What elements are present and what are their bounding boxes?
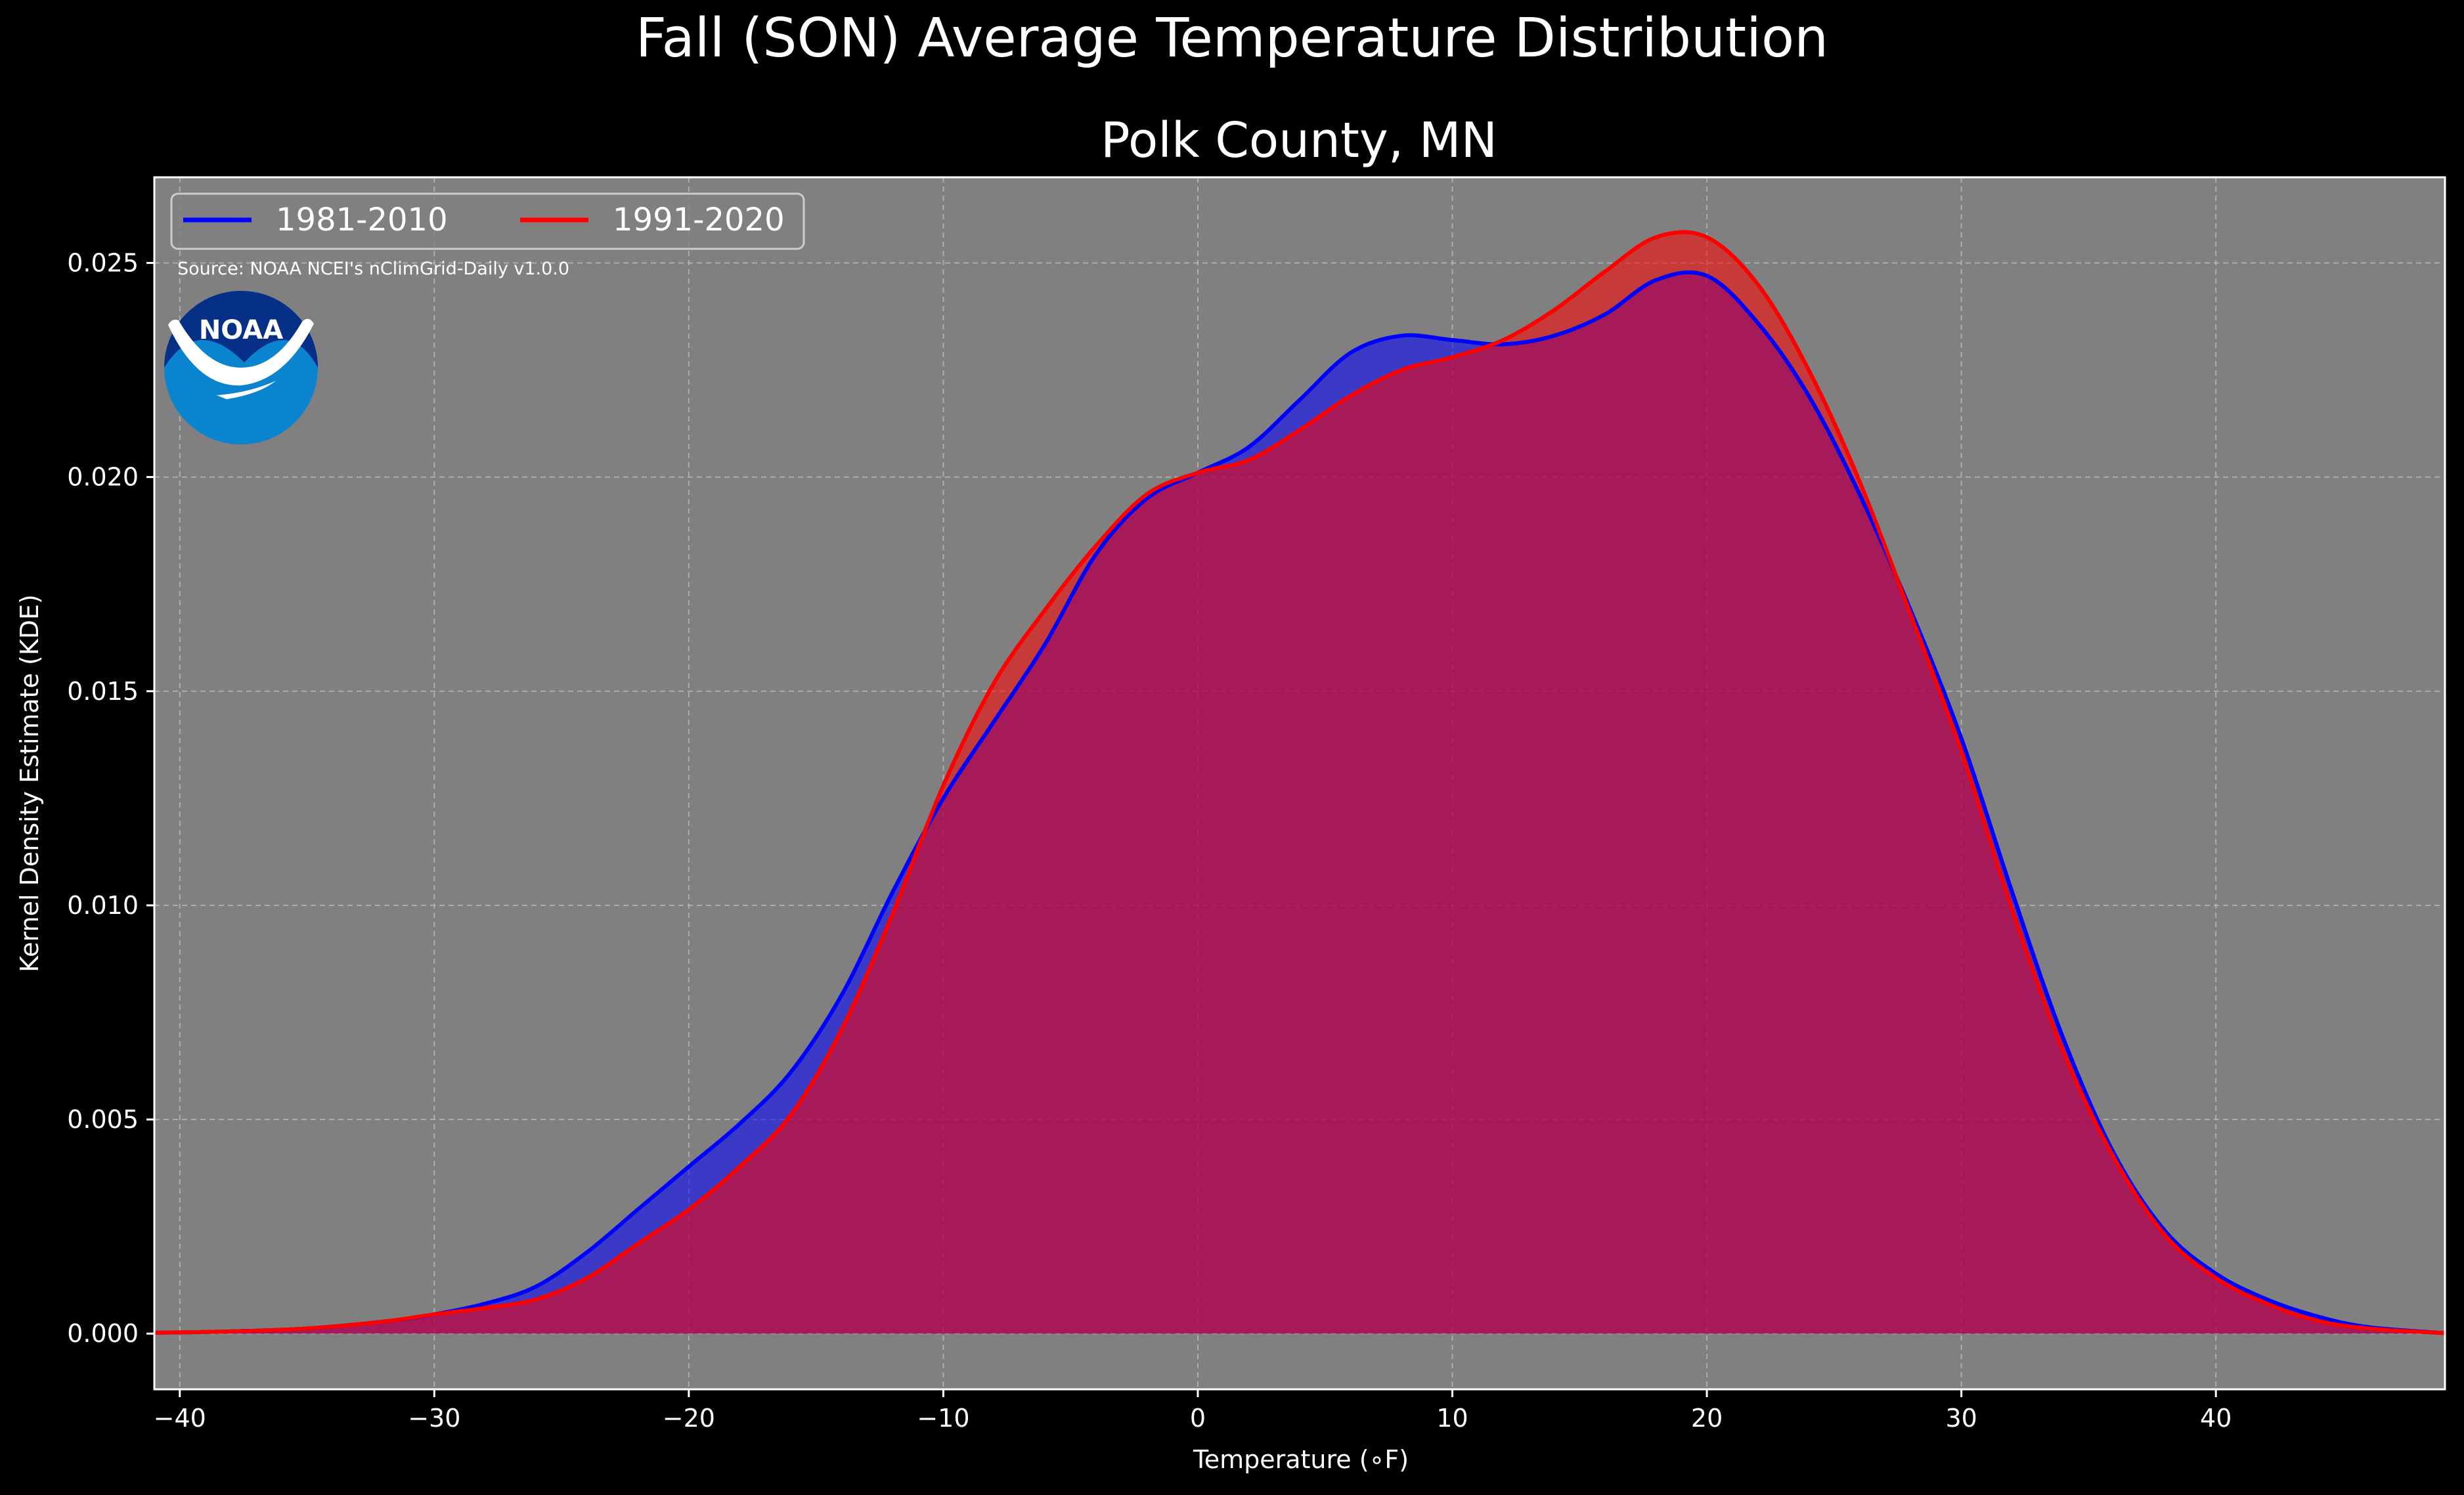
x-tick-label: 0 bbox=[1190, 1404, 1206, 1433]
grid bbox=[154, 177, 2445, 1389]
plot-frame bbox=[153, 176, 2446, 1391]
series-fills bbox=[154, 232, 2445, 1334]
x-tick-label: −10 bbox=[917, 1404, 969, 1433]
chart-title: Fall (SON) Average Temperature Distribut… bbox=[636, 7, 1828, 70]
x-tick-label: 40 bbox=[2200, 1404, 2232, 1433]
x-tick-label: 30 bbox=[1945, 1404, 1977, 1433]
noaa-logo-wave bbox=[217, 381, 276, 399]
x-tick-label: 10 bbox=[1436, 1404, 1468, 1433]
y-tick-label: 0.000 bbox=[67, 1319, 139, 1348]
x-axis-label: Temperature (∘F) bbox=[1193, 1445, 1409, 1474]
noaa-logo-sky bbox=[164, 291, 318, 368]
source-note: Source: NOAA NCEI's nClimGrid-Daily v1.0… bbox=[177, 259, 569, 279]
y-tick-label: 0.020 bbox=[67, 463, 139, 492]
series-line-1991-2020 bbox=[154, 230, 2446, 1335]
legend-label-1981-2010: 1981-2010 bbox=[276, 202, 448, 238]
series-lines bbox=[154, 230, 2446, 1335]
y-axis-label: Kernel Density Estimate (KDE) bbox=[15, 594, 44, 972]
y-tick-label: 0.025 bbox=[67, 248, 139, 277]
noaa-logo: NOAA bbox=[164, 291, 318, 444]
y-tick-label: 0.010 bbox=[67, 891, 139, 920]
legend-label-1991-2020: 1991-2020 bbox=[613, 202, 785, 238]
noaa-logo-bird bbox=[168, 318, 314, 386]
chart-subtitle: Polk County, MN bbox=[1101, 112, 1497, 169]
series-fill-1991-2020 bbox=[154, 232, 2445, 1334]
noaa-logo-text: NOAA bbox=[199, 315, 283, 345]
x-axis-ticks: −40 −30 −20 −10 0 10 20 30 40 bbox=[154, 1389, 2232, 1433]
series-line-1981-2010 bbox=[154, 270, 2446, 1335]
x-tick-label: −30 bbox=[408, 1404, 460, 1433]
x-tick-label: 20 bbox=[1691, 1404, 1723, 1433]
legend: 1981-2010 1991-2020 bbox=[170, 192, 805, 250]
x-tick-label: −20 bbox=[663, 1404, 715, 1433]
x-tick-label: −40 bbox=[154, 1404, 206, 1433]
y-tick-label: 0.015 bbox=[67, 677, 139, 706]
y-axis-ticks: 0.000 0.005 0.010 0.015 0.020 0.025 bbox=[67, 248, 154, 1348]
legend-box bbox=[170, 192, 805, 250]
y-tick-label: 0.005 bbox=[67, 1105, 139, 1134]
